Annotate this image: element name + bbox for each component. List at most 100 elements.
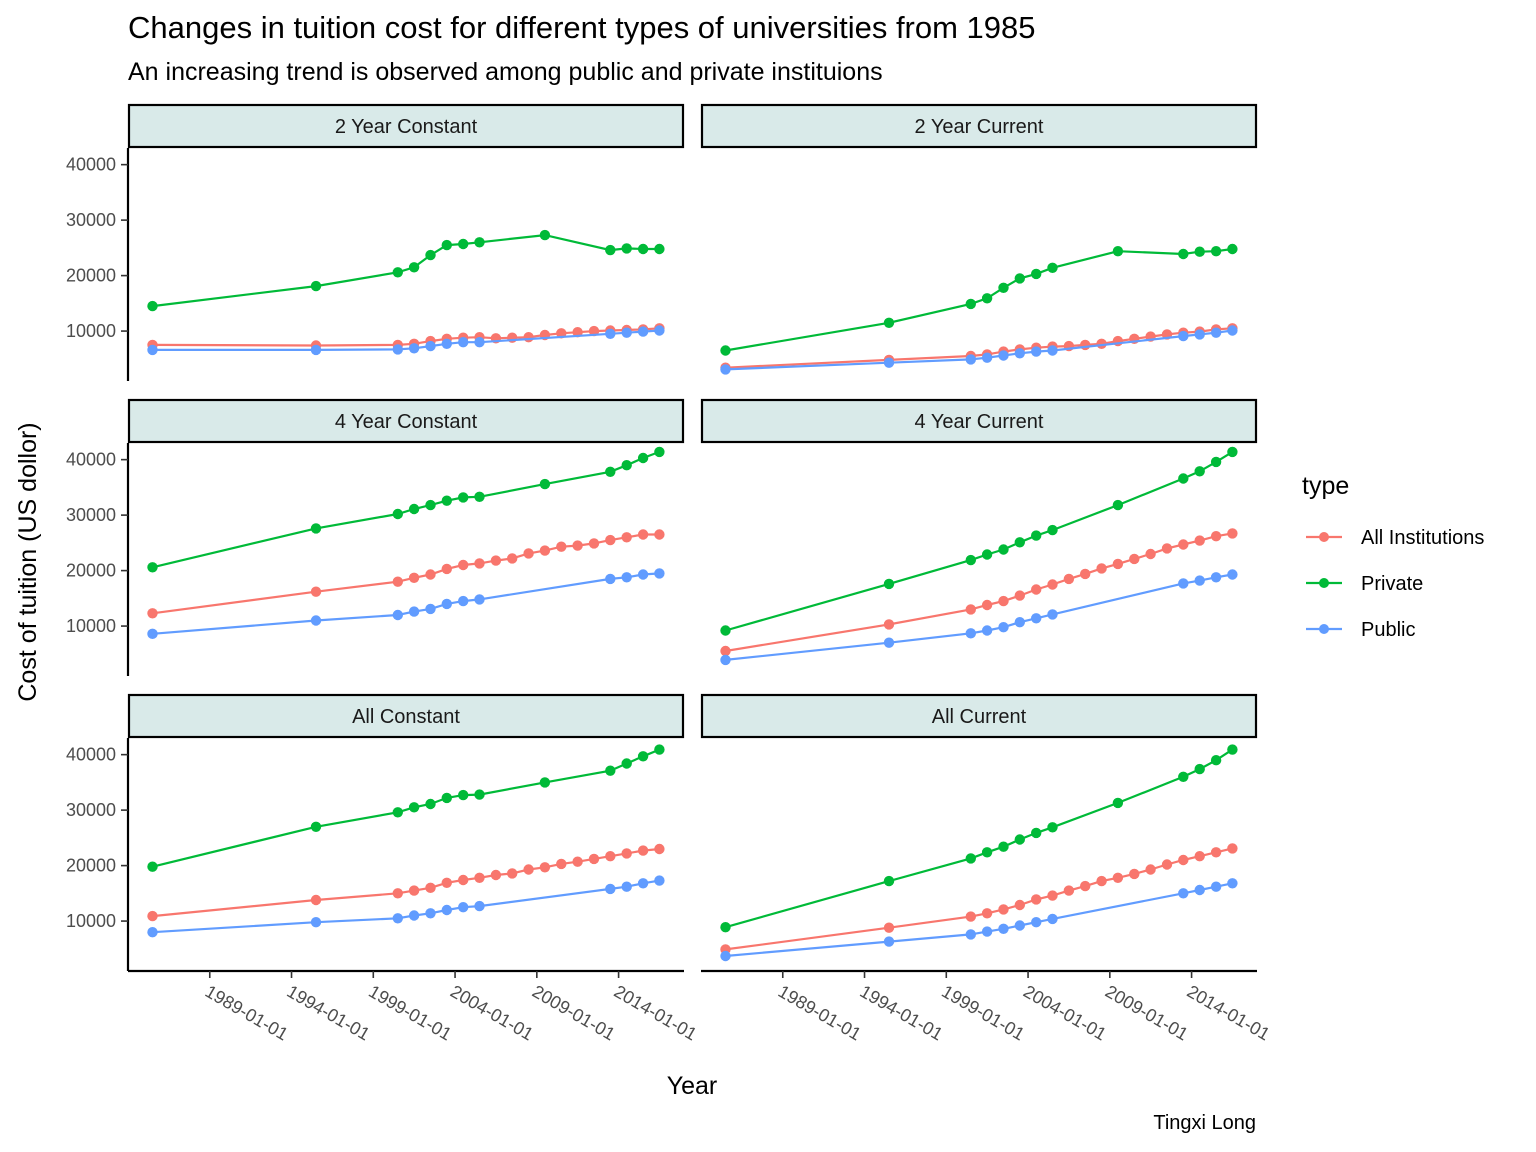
data-point-public [637, 326, 649, 337]
data-point-all-institutions [147, 608, 158, 619]
data-point-public [1227, 878, 1238, 889]
data-point-public [621, 881, 632, 892]
data-point-public [981, 926, 993, 937]
legend-key-point [1319, 578, 1329, 588]
data-point-public [1014, 617, 1025, 628]
data-point-private [458, 238, 469, 250]
data-point-private [1031, 530, 1042, 541]
data-point-private [458, 789, 469, 801]
y-axis-title: Cost of tuition (US dollor) [14, 422, 42, 701]
data-point-all-institutions [1145, 864, 1156, 875]
data-point-public [654, 568, 665, 579]
data-point-private [965, 554, 976, 566]
data-point-private [458, 492, 469, 503]
data-point-public [1031, 346, 1042, 357]
data-point-all-institutions [1096, 563, 1107, 574]
data-point-public [1014, 920, 1025, 931]
data-point-public [147, 927, 158, 938]
data-point-public [637, 569, 649, 580]
data-point-public [998, 622, 1009, 633]
series-line-private [152, 450, 660, 569]
data-point-public [425, 908, 436, 919]
legend-item-private: Private [1306, 573, 1423, 595]
data-point-private [654, 446, 665, 458]
data-point-all-institutions [458, 874, 469, 886]
facet-strip-label: 4 Year Constant [335, 411, 478, 433]
legend-label-all-institutions: All Institutions [1361, 527, 1484, 549]
data-point-public [458, 902, 469, 913]
x-tick-label: 1989-01-01 [775, 981, 865, 1044]
data-point-all-institutions [1129, 868, 1140, 880]
panel-4-year-current: 4 Year Current [700, 398, 1258, 666]
x-tick-label: 1994-01-01 [284, 981, 374, 1044]
data-point-private [965, 298, 976, 310]
data-point-public [654, 325, 665, 336]
data-point-public [1047, 913, 1058, 925]
data-point-private [965, 853, 976, 864]
data-point-private [621, 758, 632, 769]
data-point-private [1014, 273, 1025, 284]
data-point-private [1031, 827, 1042, 839]
data-point-all-institutions [441, 877, 452, 888]
data-point-private [147, 300, 158, 312]
data-point-private [474, 789, 485, 800]
data-point-public [1031, 917, 1042, 928]
data-point-public [441, 904, 452, 916]
facet-strip [700, 398, 1258, 444]
data-point-private [1014, 834, 1025, 845]
data-point-private [1227, 744, 1238, 755]
facet-strip [127, 693, 685, 739]
data-point-all-institutions [556, 541, 567, 552]
data-point-private [310, 280, 322, 292]
data-point-private [1047, 822, 1058, 833]
data-point-all-institutions [523, 332, 534, 343]
data-point-all-institutions [605, 534, 616, 546]
x-tick-label: 2014-01-01 [611, 981, 701, 1044]
data-point-private [1178, 771, 1189, 782]
panel-all-constant: All Constant 10000 20000 30000 40000 1989-01-… [66, 693, 701, 1045]
data-point-private [310, 523, 322, 534]
data-point-private [621, 243, 632, 254]
data-point-all-institutions [507, 868, 518, 879]
y-tick-label: 10000 [66, 911, 116, 931]
data-point-all-institutions [1063, 885, 1075, 896]
data-point-all-institutions [883, 619, 895, 630]
data-point-public [408, 343, 420, 354]
data-point-all-institutions [572, 540, 583, 551]
x-tick-label: 2009-01-01 [1102, 981, 1192, 1044]
data-point-public [310, 344, 322, 356]
data-point-public [883, 637, 895, 648]
data-point-all-institutions [556, 858, 567, 870]
facet-strip-label: All Current [932, 706, 1027, 728]
data-point-public [720, 654, 731, 666]
data-point-private [1031, 268, 1042, 280]
data-point-all-institutions [572, 856, 583, 867]
data-point-all-institutions [441, 563, 452, 575]
legend-item-all-institutions: All Institutions [1306, 527, 1484, 549]
data-point-public [1031, 613, 1042, 624]
data-point-all-institutions [605, 851, 616, 862]
data-point-all-institutions [474, 872, 485, 883]
series-line-public [152, 329, 660, 351]
data-point-private [883, 317, 895, 328]
legend-item-public: Public [1306, 619, 1415, 641]
data-point-public [392, 913, 403, 924]
data-point-public [1227, 325, 1238, 336]
data-point-public [310, 615, 322, 626]
data-point-all-institutions [1096, 875, 1107, 887]
chart-caption: Tingxi Long [1153, 1112, 1256, 1134]
facet-strip-label: All Constant [352, 706, 460, 728]
legend: type All Institutions Private Public [1302, 472, 1484, 641]
data-point-public [637, 878, 649, 889]
facet-strip-label: 2 Year Current [915, 116, 1044, 138]
legend-label-public: Public [1361, 619, 1415, 641]
data-point-private [605, 244, 616, 256]
data-point-all-institutions [1063, 573, 1075, 585]
data-point-all-institutions [490, 869, 502, 881]
data-point-public [392, 344, 403, 355]
data-point-all-institutions [1080, 568, 1091, 580]
data-point-all-institutions [408, 572, 420, 583]
data-point-private [147, 562, 158, 573]
data-point-all-institutions [1112, 558, 1124, 570]
